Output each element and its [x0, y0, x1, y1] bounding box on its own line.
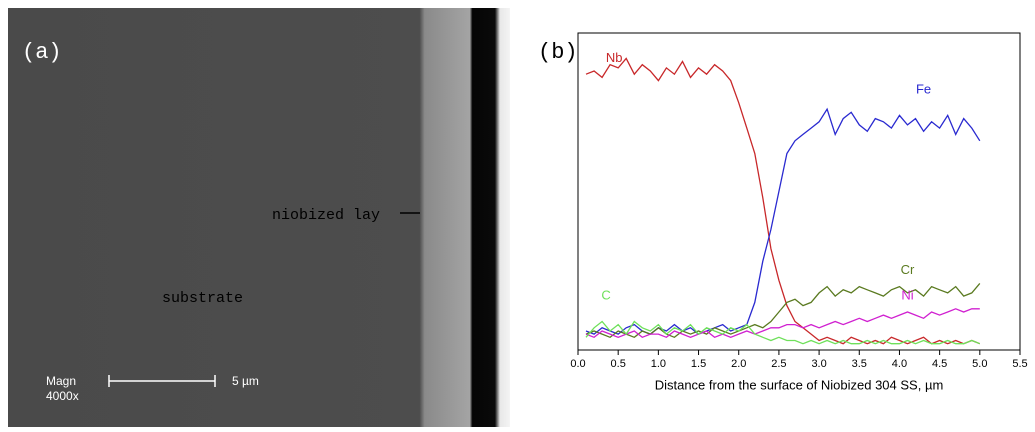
panel-label: (a)	[22, 40, 62, 65]
x-tick-label: 4.0	[892, 358, 907, 370]
series-line	[585, 57, 981, 345]
series-label: Cr	[901, 262, 915, 277]
series-label: Ni	[901, 288, 913, 303]
x-tick-label: 1.0	[651, 358, 666, 370]
panel-label: (b)	[538, 40, 578, 65]
layer-label: niobized lay	[272, 207, 380, 224]
series-label: C	[601, 288, 610, 303]
series-line	[585, 320, 981, 345]
x-tick-label: 2.5	[771, 358, 786, 370]
x-tick-label: 0.0	[570, 358, 585, 370]
x-tick-label: 5.0	[972, 358, 987, 370]
scale-label: 5 µm	[232, 374, 259, 388]
magn-value: 4000x	[46, 389, 79, 403]
substrate-label: substrate	[162, 290, 243, 307]
series-label: Fe	[916, 81, 931, 96]
series-line	[585, 308, 980, 339]
x-tick-label: 2.0	[731, 358, 746, 370]
x-tick-label: 4.5	[932, 358, 947, 370]
x-axis-label: Distance from the surface of Niobized 30…	[655, 377, 944, 392]
plot-frame	[577, 32, 1021, 351]
x-tick-label: 0.5	[611, 358, 626, 370]
series-label: Nb	[606, 50, 623, 65]
x-tick-label: 5.5	[1012, 358, 1027, 370]
scale-bar	[108, 375, 216, 387]
sem-image	[8, 8, 510, 427]
magn-label: Magn	[46, 374, 76, 388]
x-tick-label: 1.5	[691, 358, 706, 370]
series-line	[585, 107, 981, 335]
x-tick-label: 3.0	[811, 358, 826, 370]
series-line	[585, 282, 981, 339]
x-tick-label: 3.5	[852, 358, 867, 370]
